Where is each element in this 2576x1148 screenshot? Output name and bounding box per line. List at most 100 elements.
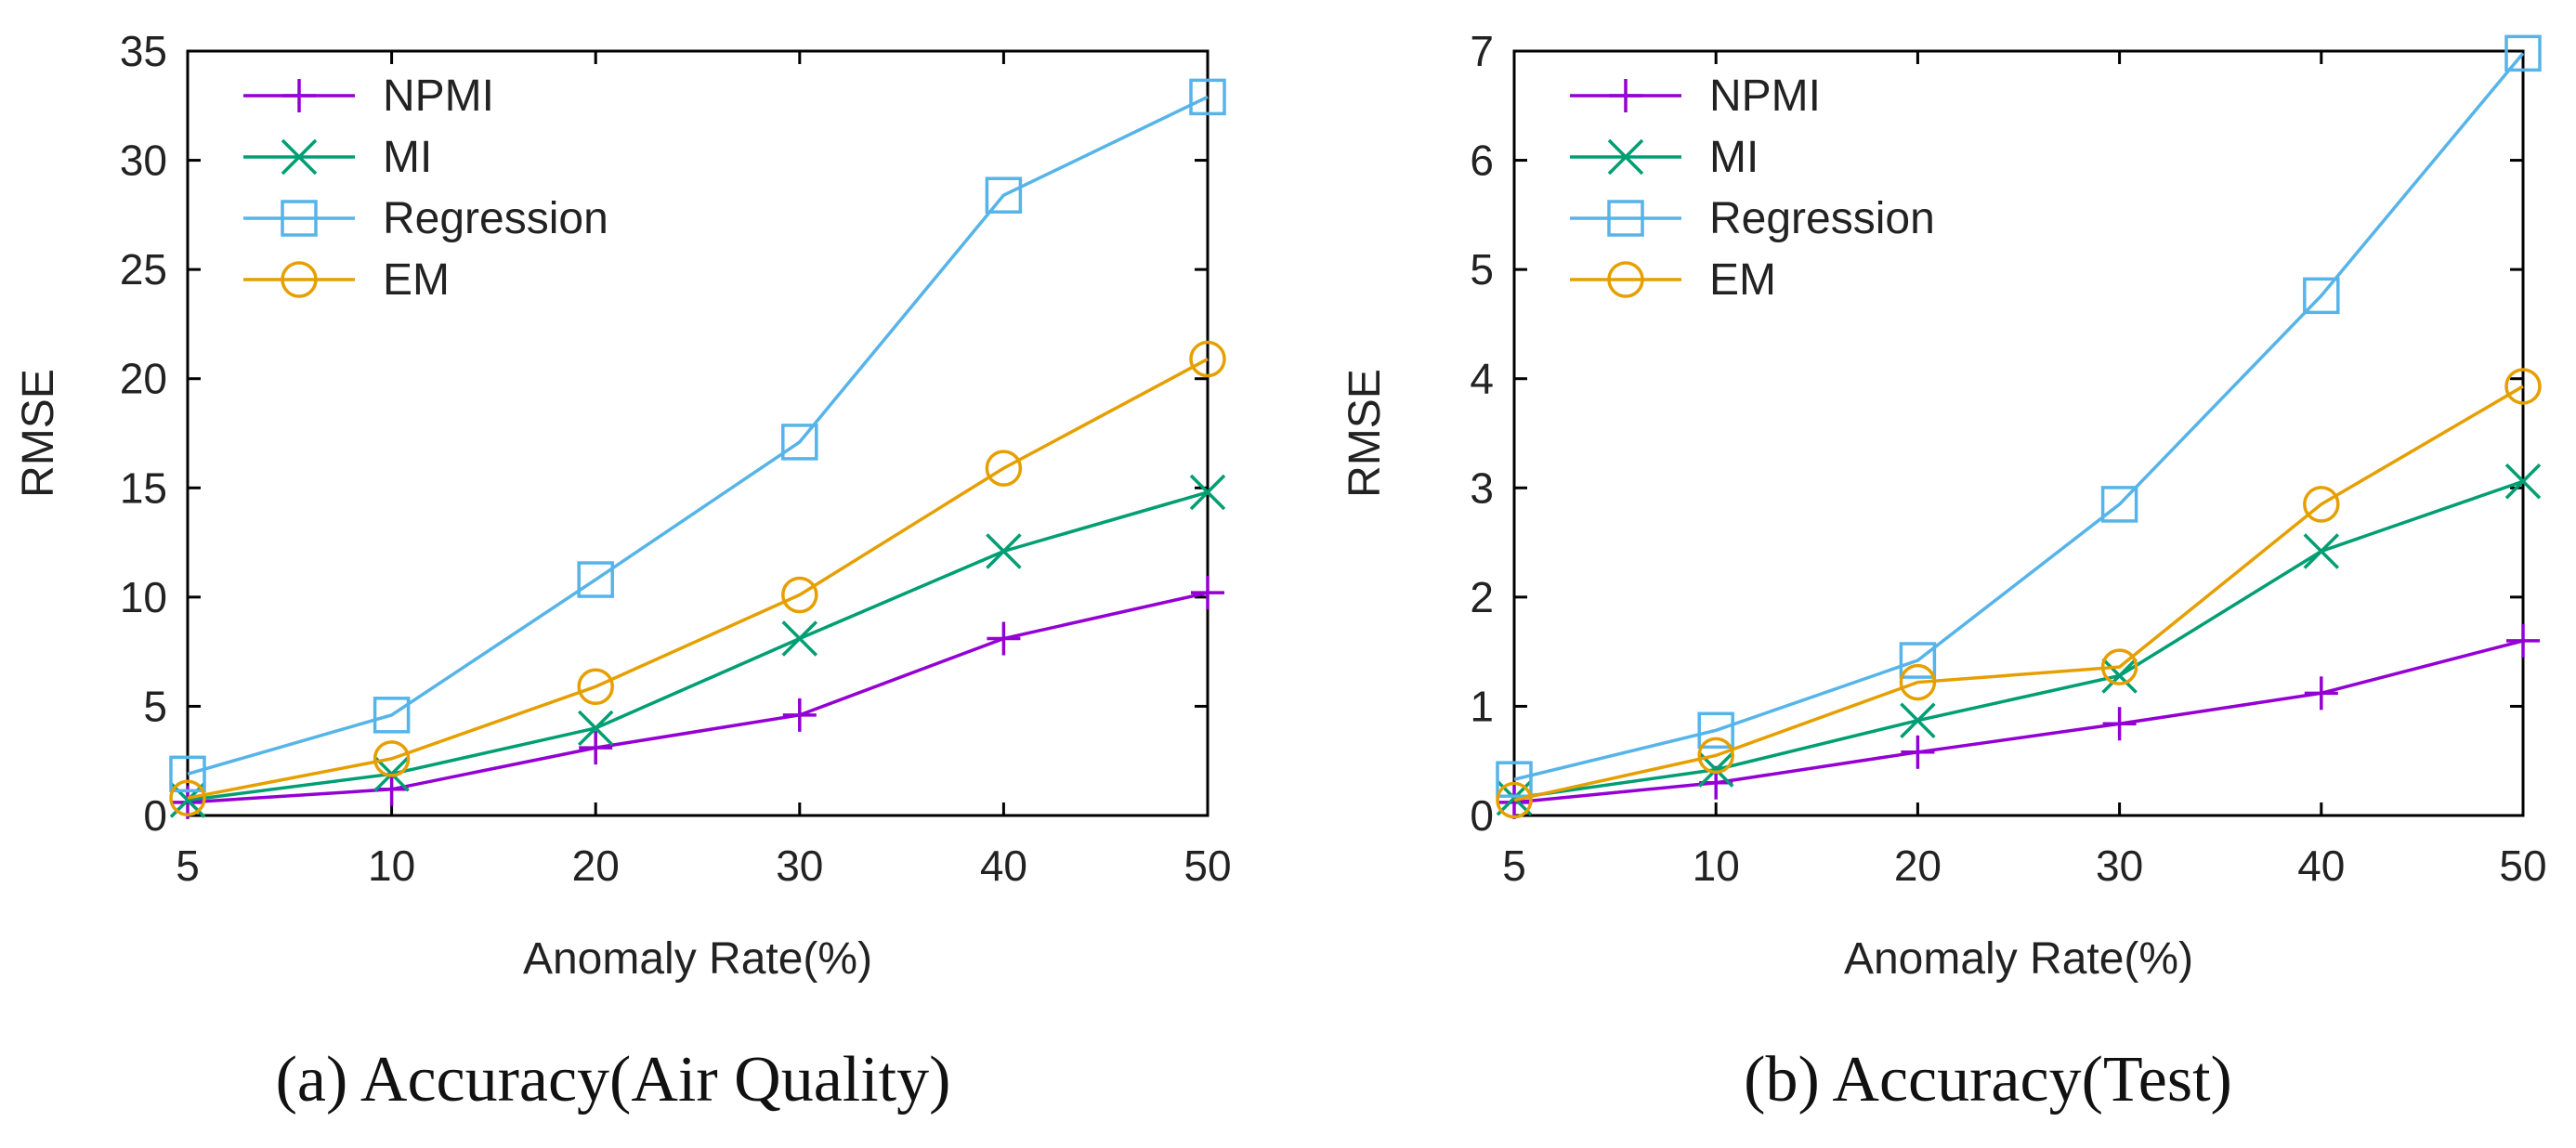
data-point-mi: [2303, 533, 2340, 569]
data-point-npmi: [579, 731, 613, 765]
chart-test: 0 1 2 3 4 5 6 7 5 10 20 30 40 50 Anomaly Rate(%) RMSE NP…: [1340, 27, 2547, 1115]
data-point-npmi: [1497, 785, 1531, 819]
data-point-regression: [985, 176, 1023, 214]
data-point-npmi: [2102, 707, 2137, 741]
y-axis-label: RMSE: [1340, 369, 1390, 498]
data-point-regression: [1189, 78, 1226, 116]
data-point-em: [1189, 340, 1226, 378]
y-tick-label: 35: [120, 27, 167, 75]
data-point-npmi: [1901, 735, 1935, 769]
data-point-em: [1697, 737, 1734, 775]
y-tick-label: 6: [1470, 137, 1494, 185]
figure-caption: (b) Accuracy(Test): [1744, 1044, 2232, 1115]
figure-caption: (a) Accuracy(Air Quality): [276, 1044, 951, 1115]
data-point-npmi: [782, 698, 817, 732]
data-point-em: [985, 450, 1023, 487]
x-tick-label: 10: [1693, 841, 1740, 890]
y-axis-label: RMSE: [14, 369, 63, 498]
legend-marker-mi: [281, 138, 318, 176]
legend-label-npmi: NPMI: [383, 72, 494, 121]
data-point-npmi: [2304, 676, 2338, 711]
series-line-npmi: [1513, 639, 2524, 804]
data-point-mi: [781, 620, 818, 657]
y-tick-label: 15: [120, 463, 167, 512]
data-point-em: [2303, 486, 2340, 523]
y-tick-label: 0: [143, 791, 167, 840]
data-point-regression: [2303, 277, 2340, 315]
legend-marker-npmi: [1609, 79, 1642, 112]
x-tick-label: 40: [2297, 841, 2345, 890]
data-point-em: [1899, 663, 1937, 701]
legend-label-em: EM: [1709, 255, 1776, 305]
x-tick-label: 20: [572, 841, 620, 890]
y-tick-label: 20: [120, 355, 167, 403]
y-tick-label: 10: [120, 573, 167, 621]
series-line-mi: [1513, 479, 2524, 800]
y-tick-label: 30: [120, 137, 167, 185]
data-point-mi: [2504, 463, 2542, 500]
x-tick-label: 30: [2096, 841, 2143, 890]
data-point-regression: [2504, 34, 2542, 72]
data-point-mi: [2101, 658, 2138, 694]
data-point-mi: [577, 710, 614, 747]
data-point-regression: [169, 755, 206, 793]
data-point-regression: [1697, 711, 1734, 750]
data-point-regression: [373, 697, 411, 734]
legend-label-em: EM: [383, 255, 450, 305]
legend-label-npmi: NPMI: [1709, 72, 1821, 121]
data-point-em: [781, 576, 818, 614]
y-tick-label: 5: [1470, 245, 1494, 294]
x-tick-label: 20: [1894, 841, 1942, 890]
x-tick-label: 5: [1502, 841, 1526, 890]
legend-marker-regression: [1607, 200, 1644, 237]
y-tick-label: 4: [1470, 355, 1494, 403]
legend-marker-regression: [281, 200, 318, 237]
series-line-regression: [187, 95, 1209, 776]
legend-label-regression: Regression: [1709, 194, 1935, 243]
y-tick-label: 7: [1470, 27, 1494, 75]
data-point-npmi: [1191, 576, 1224, 610]
y-tick-label: 3: [1470, 463, 1494, 512]
legend-marker-npmi: [282, 79, 316, 112]
legend-marker-em: [281, 261, 318, 298]
data-point-npmi: [374, 772, 409, 806]
plot-frame: [186, 49, 1210, 817]
x-axis-label: Anomaly Rate(%): [1844, 934, 2193, 984]
data-point-em: [169, 779, 206, 816]
y-tick-label: 0: [1470, 791, 1494, 840]
y-tick-label: 2: [1470, 573, 1494, 621]
data-point-em: [2504, 368, 2542, 405]
series-line-regression: [1513, 52, 2525, 781]
data-point-mi: [986, 533, 1022, 569]
data-point-mi: [1900, 702, 1936, 738]
data-point-regression: [1899, 642, 1937, 679]
x-tick-label: 30: [776, 841, 823, 890]
data-point-regression: [1496, 761, 1533, 798]
data-point-em: [2100, 648, 2138, 685]
data-point-regression: [781, 424, 818, 461]
legend-marker-mi: [1607, 138, 1644, 176]
series-line-em: [187, 358, 1209, 800]
series-line-em: [1513, 385, 2524, 802]
legend-label-regression: Regression: [383, 194, 608, 243]
data-point-em: [373, 740, 411, 777]
data-point-npmi: [2506, 623, 2540, 658]
data-point-regression: [2100, 486, 2138, 523]
series-line-npmi: [187, 591, 1209, 804]
y-tick-label: 5: [143, 682, 167, 730]
data-point-em: [1496, 781, 1533, 819]
data-point-npmi: [987, 621, 1021, 656]
plot-frame: [1512, 49, 2525, 817]
data-point-em: [577, 668, 614, 706]
x-tick-label: 50: [1183, 841, 1231, 890]
legend-marker-em: [1607, 261, 1644, 298]
x-tick-label: 5: [176, 841, 200, 890]
x-tick-label: 40: [980, 841, 1027, 890]
x-tick-label: 10: [368, 841, 415, 890]
y-tick-label: 25: [120, 245, 167, 294]
data-point-mi: [1189, 474, 1226, 511]
legend-label-mi: MI: [383, 133, 432, 182]
legend-label-mi: MI: [1709, 133, 1759, 182]
x-tick-label: 50: [2499, 841, 2546, 890]
